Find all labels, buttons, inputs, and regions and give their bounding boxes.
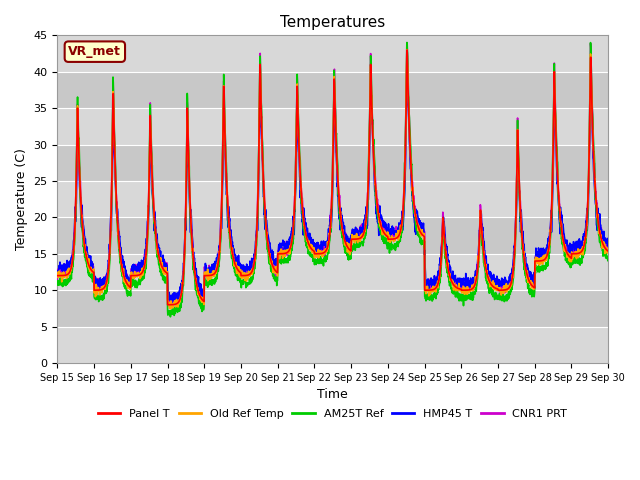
AM25T Ref	[54, 282, 61, 288]
AM25T Ref	[166, 314, 174, 320]
HMP45 T	[170, 302, 177, 308]
CNR1 PRT	[361, 226, 369, 231]
Bar	[58, 144, 608, 181]
Panel T	[403, 47, 411, 53]
CNR1 PRT	[207, 272, 215, 278]
AM25T Ref	[403, 40, 411, 46]
Bar	[58, 217, 608, 254]
Panel T	[604, 248, 612, 254]
Panel T	[556, 211, 564, 216]
HMP45 T	[54, 268, 61, 274]
Bar	[58, 326, 608, 363]
AM25T Ref	[493, 297, 501, 302]
CNR1 PRT	[604, 242, 612, 248]
X-axis label: Time: Time	[317, 388, 348, 401]
Line: CNR1 PRT: CNR1 PRT	[58, 43, 608, 306]
Panel T	[572, 251, 579, 257]
Old Ref Temp	[54, 271, 61, 277]
CNR1 PRT	[572, 245, 579, 251]
Bar	[58, 72, 608, 108]
HMP45 T	[349, 232, 356, 238]
HMP45 T	[604, 241, 612, 247]
Old Ref Temp	[167, 306, 175, 312]
CNR1 PRT	[556, 208, 564, 214]
Panel T	[54, 273, 61, 278]
AM25T Ref	[556, 218, 564, 224]
CNR1 PRT	[403, 40, 411, 46]
CNR1 PRT	[54, 276, 61, 282]
Line: Old Ref Temp: Old Ref Temp	[58, 49, 608, 309]
AM25T Ref	[604, 256, 612, 262]
Title: Temperatures: Temperatures	[280, 15, 385, 30]
HMP45 T	[572, 245, 579, 251]
Panel T	[361, 226, 369, 232]
Text: VR_met: VR_met	[68, 45, 122, 58]
Old Ref Temp	[403, 47, 411, 52]
HMP45 T	[556, 221, 564, 227]
Panel T	[493, 286, 501, 292]
Old Ref Temp	[572, 253, 579, 259]
Bar	[58, 181, 608, 217]
HMP45 T	[361, 222, 369, 228]
CNR1 PRT	[349, 234, 356, 240]
Bar	[58, 290, 608, 326]
Bar	[58, 36, 608, 72]
Y-axis label: Temperature (C): Temperature (C)	[15, 148, 28, 250]
CNR1 PRT	[166, 303, 174, 309]
Old Ref Temp	[604, 245, 612, 251]
Old Ref Temp	[349, 237, 356, 243]
HMP45 T	[403, 84, 411, 89]
Old Ref Temp	[493, 283, 501, 288]
Line: Panel T: Panel T	[58, 50, 608, 305]
Old Ref Temp	[556, 206, 564, 212]
Legend: Panel T, Old Ref Temp, AM25T Ref, HMP45 T, CNR1 PRT: Panel T, Old Ref Temp, AM25T Ref, HMP45 …	[94, 404, 572, 423]
Panel T	[349, 236, 356, 242]
Panel T	[164, 302, 172, 308]
Old Ref Temp	[207, 272, 215, 277]
Line: AM25T Ref: AM25T Ref	[58, 43, 608, 317]
AM25T Ref	[349, 243, 356, 249]
Line: HMP45 T: HMP45 T	[58, 86, 608, 305]
HMP45 T	[207, 271, 215, 277]
CNR1 PRT	[493, 285, 501, 290]
AM25T Ref	[207, 277, 215, 283]
Bar	[58, 254, 608, 290]
Panel T	[207, 272, 215, 278]
AM25T Ref	[572, 260, 579, 266]
Bar	[58, 108, 608, 144]
AM25T Ref	[361, 236, 369, 241]
HMP45 T	[493, 277, 501, 283]
Old Ref Temp	[361, 228, 369, 234]
